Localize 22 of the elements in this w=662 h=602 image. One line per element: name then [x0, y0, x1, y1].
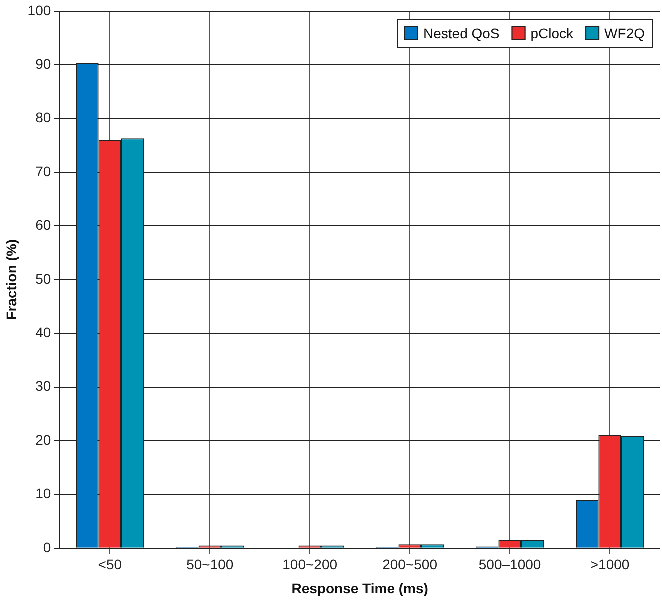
y-axis-title: Fraction (%) [3, 239, 20, 320]
legend-label: Nested QoS [424, 25, 500, 42]
y-tick-label: 30 [36, 378, 52, 394]
x-tick-label: 100~200 [282, 556, 338, 573]
x-tick-label: 500–1000 [478, 556, 542, 573]
y-tick-label: 50 [36, 270, 52, 287]
y-tick-label: 100 [28, 2, 52, 18]
legend-label: pClock [530, 25, 575, 42]
x-tick-label: >1000 [590, 556, 630, 573]
x-axis-title: Response Time (ms) [292, 580, 428, 596]
y-tick-label: 20 [36, 432, 52, 448]
y-tick-label: 10 [36, 486, 52, 502]
y-tick-label: 0 [43, 539, 52, 556]
x-tick-label: <50 [98, 556, 122, 573]
x-tick-label: 200~500 [382, 556, 438, 573]
y-tick-label: 70 [36, 163, 52, 180]
x-tick-label: 50~100 [186, 556, 234, 573]
y-tick-label: 40 [36, 324, 52, 340]
y-tick-label: 60 [36, 217, 52, 234]
legend-label: WF2Q [604, 25, 646, 42]
y-tick-label: 90 [36, 56, 52, 72]
y-tick-label: 80 [36, 110, 52, 126]
